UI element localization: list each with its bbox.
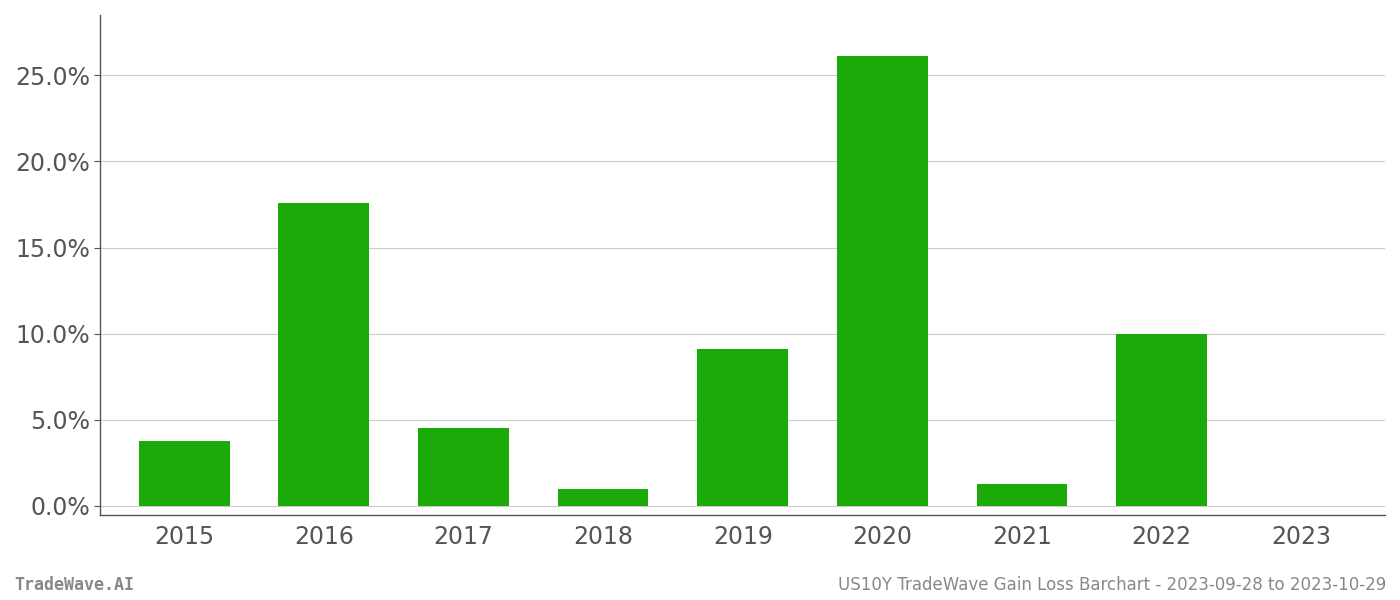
Bar <box>139 440 230 506</box>
Text: US10Y TradeWave Gain Loss Barchart - 2023-09-28 to 2023-10-29: US10Y TradeWave Gain Loss Barchart - 202… <box>837 576 1386 594</box>
Bar <box>419 428 508 506</box>
Text: TradeWave.AI: TradeWave.AI <box>14 576 134 594</box>
Bar <box>1116 334 1207 506</box>
Bar <box>279 203 370 506</box>
Bar <box>697 349 788 506</box>
Bar <box>557 489 648 506</box>
Bar <box>977 484 1067 506</box>
Bar <box>837 56 928 506</box>
